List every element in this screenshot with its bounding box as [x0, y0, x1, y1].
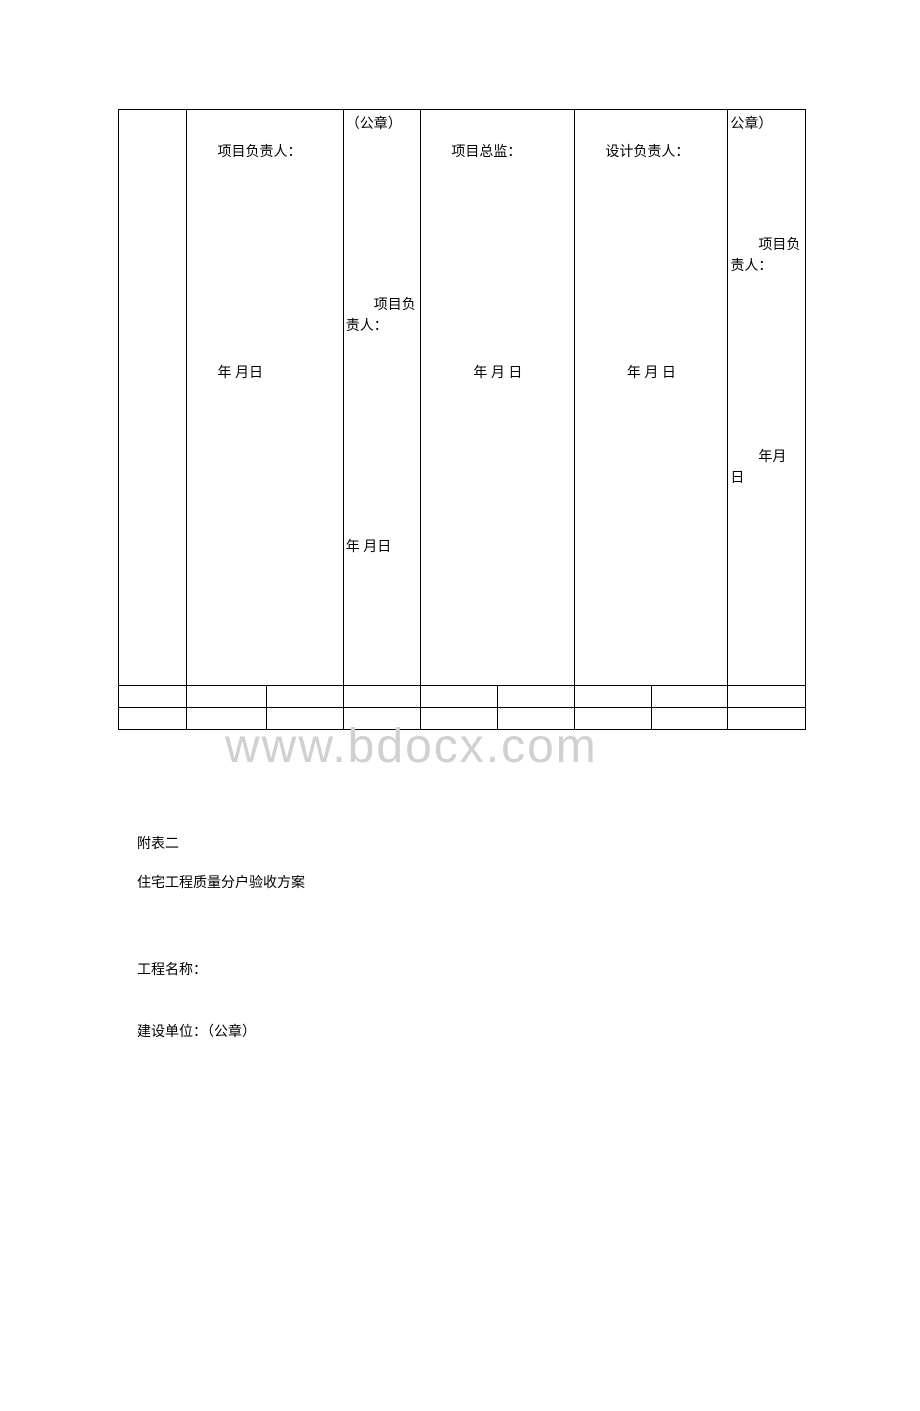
cell-1-5: 项目总监： 年 月 日 — [421, 110, 575, 686]
main-table: 项目负责人： 年 月日 （公章） 项目负责人： 年 月日 项目总监： — [118, 109, 806, 730]
table-row-3 — [119, 708, 806, 730]
spacer-1 — [137, 908, 920, 956]
cell-1-2-line1: 项目负责人： — [189, 142, 340, 163]
cell-1-7-line1: 设计负责人： — [577, 142, 725, 163]
cell-3-9 — [728, 708, 806, 730]
cell-3-8 — [651, 708, 727, 730]
cell-3-2 — [187, 708, 267, 730]
text-line-3: 工程名称： — [137, 956, 920, 987]
text-section: 附表二 住宅工程质量分户验收方案 工程名称： 建设单位：（公章） — [137, 830, 920, 1049]
cell-2-3 — [267, 686, 343, 708]
page-container: www.bdocx.com 项目负责人： 年 月日 （公章） 项目负责人： — [0, 109, 920, 1049]
text-line-4: 建设单位：（公章） — [137, 1018, 920, 1049]
cell-3-7 — [575, 708, 651, 730]
cell-1-4-seal: （公章） — [346, 114, 419, 135]
cell-1-7: 设计负责人： 年 月 日 — [575, 110, 728, 686]
cell-3-6 — [497, 708, 575, 730]
cell-1-2-line2: 年 月日 — [189, 363, 340, 384]
text-line-1: 附表二 — [137, 830, 920, 861]
cell-1-2: 项目负责人： 年 月日 — [187, 110, 343, 686]
cell-1-1 — [119, 110, 187, 686]
cell-1-4-line2: 年 月日 — [346, 537, 419, 558]
cell-1-2-content: 项目负责人： 年 月日 — [189, 114, 340, 384]
cell-3-3 — [267, 708, 343, 730]
cell-1-7-line2: 年 月 日 — [577, 363, 725, 384]
cell-1-9-content: 公章） 项目负责人： 年月 日 — [730, 114, 803, 489]
spacer-2 — [137, 994, 920, 1018]
cell-1-9: 公章） 项目负责人： 年月 日 — [728, 110, 806, 686]
cell-1-5-line2: 年 月 日 — [423, 363, 572, 384]
cell-1-5-line1: 项目总监： — [423, 142, 572, 163]
cell-1-4-content: （公章） 项目负责人： 年 月日 — [346, 114, 419, 558]
cell-1-7-content: 设计负责人： 年 月 日 — [577, 114, 725, 384]
cell-1-9-line1: 项目负责人： — [730, 235, 803, 277]
cell-1-5-content: 项目总监： 年 月 日 — [423, 114, 572, 384]
cell-3-1 — [119, 708, 187, 730]
cell-2-1 — [119, 686, 187, 708]
cell-2-8 — [651, 686, 727, 708]
cell-1-9-line2: 年月 日 — [730, 447, 803, 489]
text-line-2: 住宅工程质量分户验收方案 — [137, 869, 920, 900]
cell-2-4 — [343, 686, 421, 708]
cell-2-7 — [575, 686, 651, 708]
cell-1-9-seal: 公章） — [730, 114, 803, 135]
table-row-1: 项目负责人： 年 月日 （公章） 项目负责人： 年 月日 项目总监： — [119, 110, 806, 686]
cell-3-5 — [421, 708, 497, 730]
cell-1-4-line1: 项目负责人： — [346, 295, 419, 337]
table-row-2 — [119, 686, 806, 708]
cell-2-6 — [497, 686, 575, 708]
cell-2-5 — [421, 686, 497, 708]
cell-3-4 — [343, 708, 421, 730]
cell-1-4: （公章） 项目负责人： 年 月日 — [343, 110, 421, 686]
cell-2-2 — [187, 686, 267, 708]
cell-2-9 — [728, 686, 806, 708]
